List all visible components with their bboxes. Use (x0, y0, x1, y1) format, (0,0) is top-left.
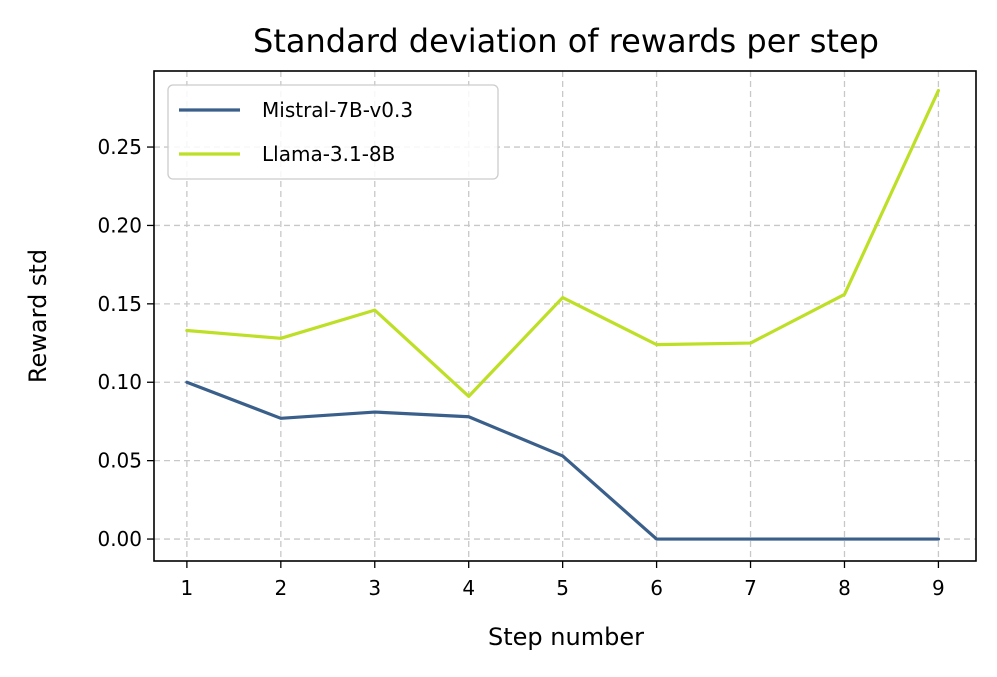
x-tick-label: 7 (744, 576, 757, 600)
x-tick-label: 4 (462, 576, 475, 600)
x-axis-ticks: 1 2 3 4 5 6 7 8 9 (181, 561, 945, 600)
x-tick-label: 8 (838, 576, 851, 600)
legend: Mistral-7B-v0.3 Llama-3.1-8B (167, 84, 499, 180)
x-tick-label: 1 (181, 576, 194, 600)
legend-label-mistral: Mistral-7B-v0.3 (262, 98, 413, 122)
series-line-mistral (185, 380, 941, 541)
y-tick-label: 0.25 (97, 135, 142, 159)
x-tick-label: 2 (274, 576, 287, 600)
x-tick-label: 9 (932, 576, 945, 600)
legend-box (167, 84, 499, 180)
chart-title: Standard deviation of rewards per step (253, 22, 879, 60)
y-axis-label: Reward std (24, 249, 52, 383)
y-axis-ticks: 0.00 0.05 0.10 0.15 0.20 0.25 (97, 135, 154, 551)
x-axis-label: Step number (488, 623, 644, 651)
series-layer (185, 88, 941, 541)
series-line-llama (185, 88, 941, 398)
y-tick-label: 0.05 (97, 449, 142, 473)
y-tick-label: 0.15 (97, 292, 142, 316)
y-tick-label: 0.20 (97, 213, 142, 237)
y-tick-label: 0.00 (97, 527, 142, 551)
x-tick-label: 5 (556, 576, 569, 600)
x-tick-label: 6 (650, 576, 663, 600)
y-tick-label: 0.10 (97, 370, 142, 394)
legend-label-llama: Llama-3.1-8B (262, 142, 395, 166)
x-tick-label: 3 (368, 576, 381, 600)
plot-frame (153, 70, 977, 562)
